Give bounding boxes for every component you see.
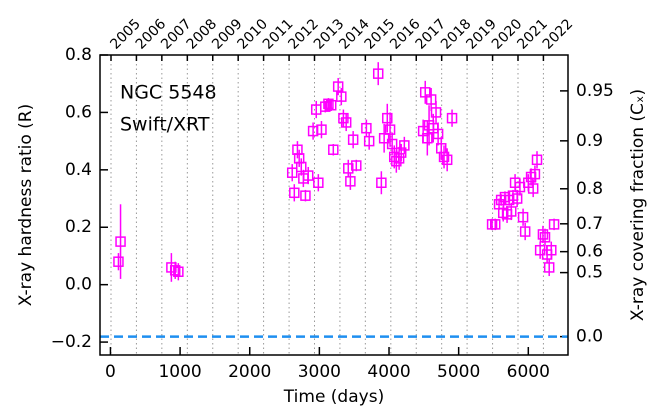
marker (384, 124, 396, 135)
marker (395, 147, 407, 158)
marker (113, 256, 124, 267)
marker (325, 99, 337, 111)
marker (546, 244, 557, 256)
marker (537, 229, 549, 240)
y2-tick-label: 0.5 (576, 263, 603, 283)
y-tick-label: 0.0 (65, 275, 92, 295)
marker (328, 144, 339, 155)
marker (419, 87, 431, 98)
y-tick-label: 0.2 (65, 217, 92, 237)
marker (313, 177, 324, 189)
x-tick-label: 1000 (158, 362, 201, 382)
x-tick-label: 5000 (437, 362, 480, 382)
y-tick-label: 0.6 (65, 102, 92, 122)
y2-axis-label: X-ray covering fraction (Cₓ) (628, 89, 648, 321)
marker (376, 177, 387, 189)
marker (430, 107, 442, 118)
marker (505, 206, 517, 217)
marker (393, 153, 405, 164)
marker (336, 91, 347, 102)
y-tick-label: 0.8 (65, 45, 92, 65)
marker (351, 160, 362, 171)
marker (511, 193, 523, 204)
marker (343, 163, 354, 174)
y2-tick-label: 0.8 (576, 179, 603, 199)
x-tick-label: 4000 (367, 362, 410, 382)
plot-frame (99, 54, 569, 356)
marker (548, 219, 560, 230)
y2-tick-label: 0.9 (576, 131, 603, 151)
annotation: NGC 5548 (120, 82, 217, 104)
marker (363, 135, 375, 147)
marker (517, 211, 529, 223)
y-axis-label: X-ray hardness ratio (R) (16, 104, 36, 307)
x-axis-label: Time (days) (283, 387, 384, 407)
marker (169, 265, 181, 276)
x2-tick-label: 2022 (540, 16, 577, 53)
marker (441, 154, 453, 166)
y2-tick-label: 0.0 (576, 327, 603, 347)
marker (289, 187, 300, 199)
annotation: Swift/XRT (120, 114, 210, 136)
marker (320, 101, 331, 112)
marker (173, 266, 184, 277)
marker (340, 117, 352, 128)
marker (378, 133, 390, 144)
marker (347, 134, 359, 145)
marker (382, 112, 393, 124)
marker (438, 151, 450, 163)
marker (489, 219, 501, 230)
y-tick-label: 0.4 (65, 160, 92, 180)
marker (399, 140, 410, 151)
marker (361, 122, 372, 134)
marker (529, 168, 541, 180)
y2-tick-label: 0.95 (576, 81, 614, 101)
y2-tick-label: 0.7 (576, 214, 603, 234)
marker (115, 236, 126, 247)
marker (286, 167, 298, 178)
marker (323, 98, 334, 110)
y-tick-label: −0.2 (51, 332, 92, 352)
marker (386, 138, 398, 150)
marker (527, 183, 539, 194)
marker (316, 124, 327, 135)
marker (539, 232, 551, 243)
marker (425, 94, 437, 105)
marker (432, 128, 444, 140)
marker (296, 161, 307, 173)
marker (300, 190, 311, 201)
marker (531, 154, 543, 166)
marker (519, 226, 531, 237)
x-tick-label: 2000 (228, 362, 271, 382)
marker (446, 112, 458, 124)
y2-tick-label: 0.6 (576, 242, 603, 262)
marker (332, 81, 344, 92)
marker (345, 176, 356, 187)
marker (302, 170, 314, 181)
x-tick-label: 6000 (507, 362, 550, 382)
marker (543, 262, 555, 273)
marker (372, 68, 384, 79)
marker (422, 133, 433, 144)
x-tick-label: 0 (105, 362, 116, 382)
x-tick-label: 3000 (298, 362, 341, 382)
